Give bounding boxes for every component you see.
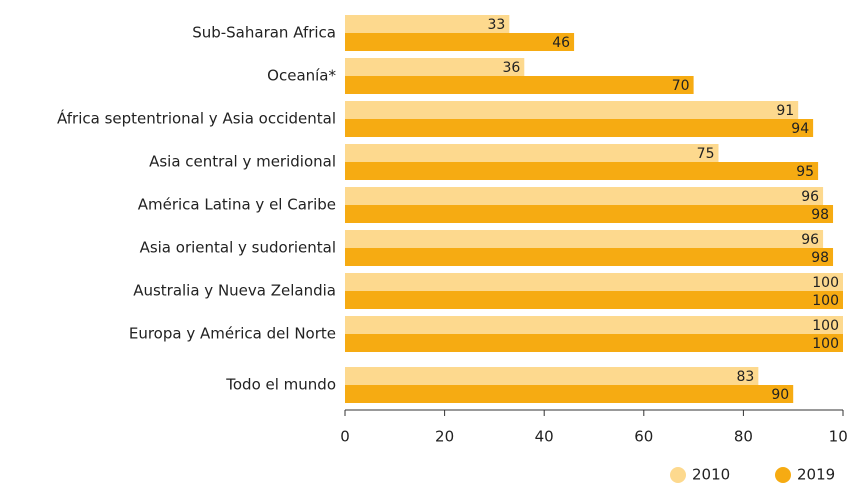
value-label: 83: [737, 369, 755, 385]
x-tick-label: 100: [829, 428, 848, 446]
bar: [345, 316, 843, 334]
value-label: 100: [812, 275, 839, 291]
bar: [345, 367, 759, 385]
category-label: Sub-Saharan Africa: [192, 24, 336, 42]
legend-swatch: [775, 467, 791, 483]
bar: [345, 248, 834, 266]
category-label: Europa y América del Norte: [129, 325, 336, 343]
value-label: 95: [796, 164, 814, 180]
bar: [345, 385, 794, 403]
value-label: 33: [488, 17, 506, 33]
value-label: 100: [812, 318, 839, 334]
x-tick-label: 0: [340, 428, 350, 446]
legend-swatch: [670, 467, 686, 483]
value-label: 70: [672, 78, 690, 94]
legend-label: 2010: [692, 466, 730, 484]
bar: [345, 58, 525, 76]
category-label: Australia y Nueva Zelandia: [133, 282, 336, 300]
value-label: 98: [811, 250, 829, 266]
bar: [345, 273, 843, 291]
value-label: 46: [552, 35, 570, 51]
category-label: Asia oriental y sudoriental: [140, 239, 336, 257]
legend-label: 2019: [797, 466, 835, 484]
bar: [345, 33, 575, 51]
x-tick-label: 20: [435, 428, 454, 446]
bar: [345, 205, 834, 223]
bar: [345, 334, 843, 352]
value-label: 91: [776, 103, 794, 119]
bar: [345, 101, 799, 119]
value-label: 96: [801, 189, 819, 205]
bar: [345, 15, 510, 33]
bar: [345, 187, 824, 205]
category-label: Todo el mundo: [225, 376, 336, 394]
bar: [345, 291, 843, 309]
bar: [345, 76, 694, 94]
value-label: 100: [812, 293, 839, 309]
value-label: 36: [502, 60, 520, 76]
category-label: África septentrional y Asia occidental: [57, 109, 336, 128]
value-label: 100: [812, 336, 839, 352]
category-label: América Latina y el Caribe: [138, 196, 336, 214]
value-label: 90: [771, 387, 789, 403]
bar: [345, 230, 824, 248]
x-tick-label: 40: [535, 428, 554, 446]
category-label: Asia central y meridional: [149, 153, 336, 171]
x-tick-label: 80: [734, 428, 753, 446]
value-label: 75: [697, 146, 715, 162]
value-label: 94: [791, 121, 809, 137]
category-label: Oceanía*: [267, 67, 336, 85]
bar: [345, 119, 814, 137]
bar: [345, 162, 819, 180]
x-tick-label: 60: [634, 428, 653, 446]
value-label: 96: [801, 232, 819, 248]
value-label: 98: [811, 207, 829, 223]
bar: [345, 144, 719, 162]
